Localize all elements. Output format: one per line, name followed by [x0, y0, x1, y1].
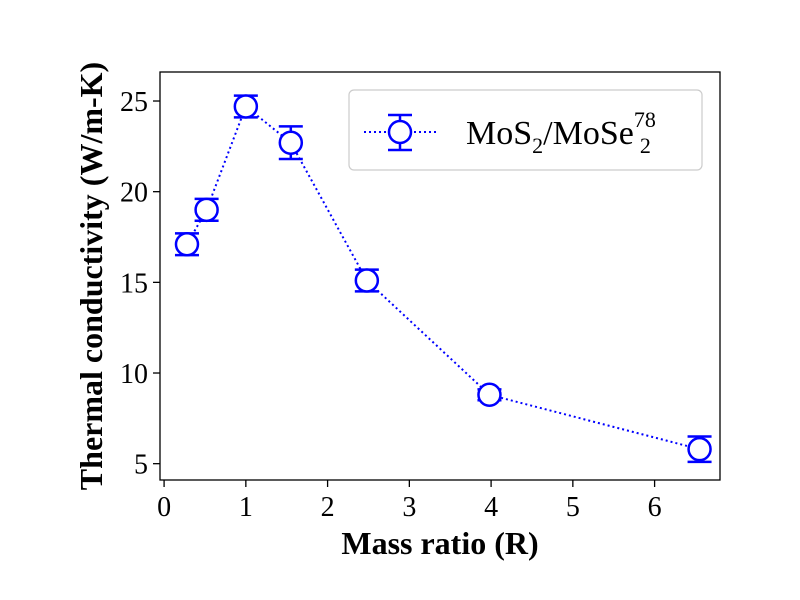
y-tick-label: 10: [120, 359, 148, 390]
data-point: [354, 268, 380, 293]
y-axis-ticks: 5 10 15 20 25: [120, 87, 160, 481]
x-tick-label: 0: [157, 492, 171, 523]
plot-frame: [159, 71, 721, 481]
x-tick-label: 3: [402, 492, 416, 523]
series-layer: [174, 94, 712, 464]
data-point: [687, 436, 712, 462]
legend-box: [348, 89, 703, 171]
y-tick-label: 25: [120, 87, 148, 118]
legend-marker: [387, 119, 413, 145]
x-axis-label: Mass ratio (R): [341, 525, 538, 561]
x-tick-label: 4: [484, 492, 498, 523]
y-tick-label: 15: [120, 268, 148, 299]
x-tick-label: 5: [566, 492, 580, 523]
legend: MoS2/MoSe78 2: [348, 89, 703, 171]
x-tick-label: 1: [239, 492, 253, 523]
data-point: [278, 130, 304, 155]
data-point: [233, 94, 259, 119]
data-point: [194, 197, 219, 223]
legend-label: MoS2/MoSe78 2: [466, 107, 656, 158]
x-tick-label: 2: [321, 492, 335, 523]
data-point: [174, 232, 200, 257]
x-axis-ticks: 0 1 2 3 4 5 6: [157, 480, 662, 523]
y-axis-label: Thermal conductivity (W/m-K): [73, 62, 109, 490]
x-tick-label: 6: [648, 492, 662, 523]
y-tick-label: 5: [134, 450, 148, 481]
data-point: [477, 382, 502, 408]
y-tick-label: 20: [120, 178, 148, 209]
